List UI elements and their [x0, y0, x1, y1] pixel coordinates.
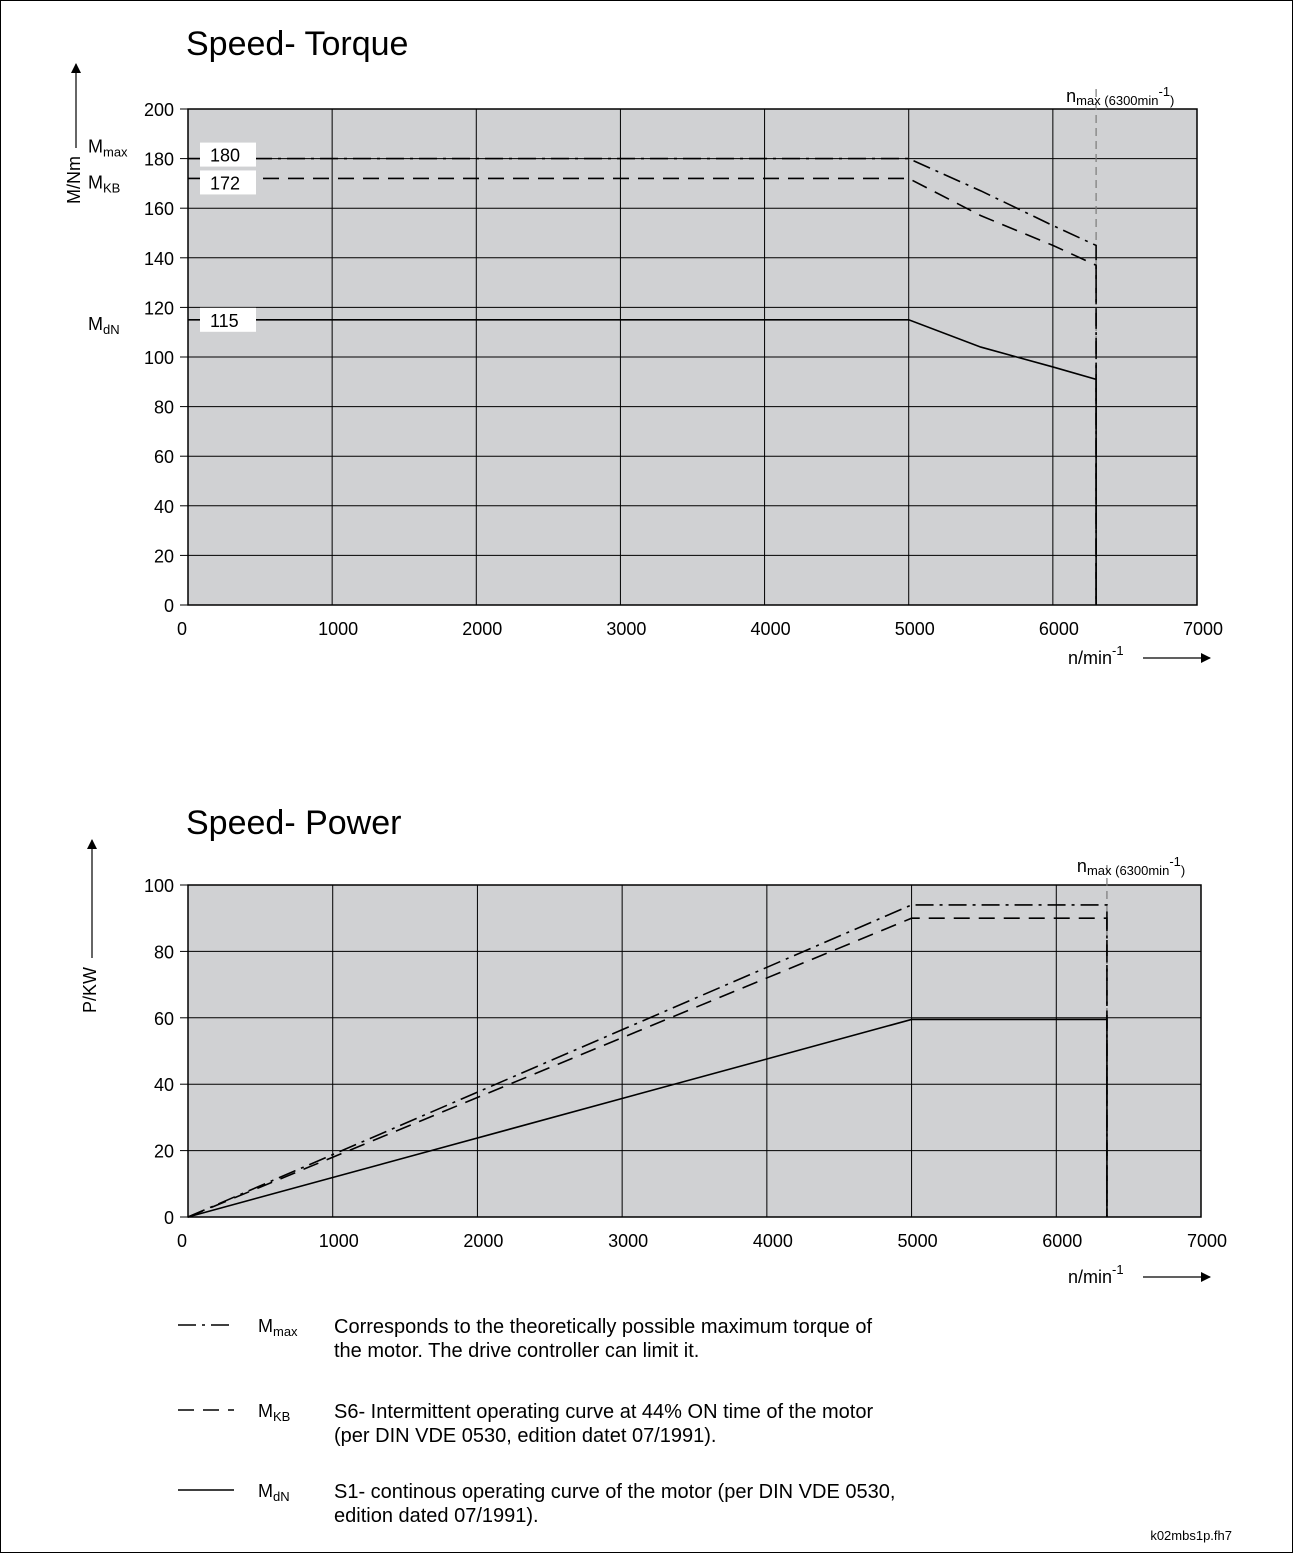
- value-symbol: Mmax: [88, 137, 128, 160]
- value-symbol: MKB: [88, 172, 120, 195]
- x-tick-label: 4000: [753, 1231, 793, 1251]
- value-box-label: 172: [210, 173, 240, 193]
- legend-symbol: MdN: [258, 1481, 290, 1504]
- nmax-sub: max (6300min: [1087, 863, 1169, 878]
- x-tick-label: 6000: [1039, 619, 1079, 639]
- value-symbol-main: M: [88, 137, 103, 157]
- legend-symbol-sub: max: [273, 1324, 298, 1339]
- legend-symbol-sub: dN: [273, 1489, 290, 1504]
- y-tick-label: 160: [144, 199, 174, 219]
- chart-title: Speed- Torque: [186, 25, 408, 63]
- x-tick-label: 0: [177, 1231, 187, 1251]
- x-tick-label: 5000: [895, 619, 935, 639]
- legend-symbol-main: M: [258, 1316, 273, 1336]
- legend-text-line: the motor. The drive controller can limi…: [334, 1340, 699, 1362]
- y-tick-label: 0: [164, 1208, 174, 1228]
- series-line-Mmax: [188, 157, 1097, 605]
- chart-title: Speed- Power: [186, 804, 401, 842]
- y-tick-label: 120: [144, 298, 174, 318]
- legend-text-line: edition dated 07/1991).: [334, 1505, 539, 1527]
- y-tick-label: 140: [144, 249, 174, 269]
- x-axis-label-main: n/min: [1068, 648, 1112, 668]
- nmax-close: ): [1181, 863, 1185, 878]
- y-tick-label: 60: [154, 447, 174, 467]
- value-box: [200, 307, 256, 332]
- x-axis-label-main: n/min: [1068, 1267, 1112, 1287]
- nmax-label: nmax (6300min-1): [1077, 854, 1185, 878]
- nmax-main: n: [1077, 856, 1087, 876]
- value-box-label: 180: [210, 146, 240, 166]
- value-box-label: 115: [210, 311, 239, 331]
- value-symbol-sub: max: [103, 145, 128, 160]
- y-tick-label: 100: [144, 348, 174, 368]
- nmax-sup: -1: [1158, 84, 1170, 99]
- x-tick-label: 1000: [318, 619, 358, 639]
- x-axis-label: n/min-1: [1068, 643, 1124, 668]
- y-axis-label: M/Nm: [64, 156, 84, 204]
- x-axis-label: n/min-1: [1068, 1262, 1124, 1287]
- nmax-sup: -1: [1169, 854, 1181, 869]
- x-tick-label: 0: [177, 619, 187, 639]
- x-tick-label: 5000: [898, 1231, 938, 1251]
- y-axis-label: P/KW: [80, 967, 100, 1013]
- y-tick-label: 200: [144, 100, 174, 120]
- y-tick-label: 80: [154, 398, 174, 418]
- nmax-main: n: [1066, 86, 1076, 106]
- nmax-label: nmax (6300min-1): [1066, 84, 1174, 108]
- legend-symbol: MKB: [258, 1401, 290, 1424]
- legend-text-line: Corresponds to the theoretically possibl…: [334, 1316, 872, 1338]
- nmax-sub: max (6300min: [1076, 93, 1158, 108]
- x-axis-label-sup: -1: [1112, 643, 1124, 658]
- x-tick-label: 7000: [1183, 619, 1223, 639]
- y-tick-label: 0: [164, 596, 174, 616]
- legend-text-line: S6- Intermittent operating curve at 44% …: [334, 1401, 873, 1423]
- legend-symbol-sub: KB: [273, 1409, 290, 1424]
- series-line-MKB: [188, 177, 1097, 605]
- value-box: [200, 142, 256, 167]
- nmax-close: ): [1170, 93, 1174, 108]
- x-tick-label: 6000: [1042, 1231, 1082, 1251]
- x-tick-label: 2000: [462, 619, 502, 639]
- value-box: [200, 170, 256, 195]
- y-tick-label: 80: [154, 942, 174, 962]
- y-tick-label: 180: [144, 150, 174, 170]
- plot-area: [187, 884, 1202, 1218]
- y-tick-label: 40: [154, 1075, 174, 1095]
- x-axis-label-sup: -1: [1112, 1262, 1124, 1277]
- legend-symbol: Mmax: [258, 1316, 298, 1339]
- value-symbol-sub: dN: [103, 322, 120, 337]
- legend-symbol-main: M: [258, 1401, 273, 1421]
- y-tick-label: 20: [154, 546, 174, 566]
- legend-text-line: (per DIN VDE 0530, edition datet 07/1991…: [334, 1425, 716, 1447]
- legend-symbol-main: M: [258, 1481, 273, 1501]
- value-symbol-main: M: [88, 314, 103, 334]
- value-symbol-main: M: [88, 172, 103, 192]
- x-tick-label: 3000: [608, 1231, 648, 1251]
- value-symbol-sub: KB: [103, 180, 120, 195]
- y-tick-label: 60: [154, 1009, 174, 1029]
- y-tick-label: 100: [144, 876, 174, 896]
- y-tick-label: 20: [154, 1142, 174, 1162]
- x-tick-label: 7000: [1187, 1231, 1227, 1251]
- x-tick-label: 2000: [463, 1231, 503, 1251]
- y-tick-label: 40: [154, 497, 174, 517]
- value-symbol: MdN: [88, 314, 120, 337]
- x-tick-label: 4000: [751, 619, 791, 639]
- series-line-MdN: [187, 1018, 1108, 1218]
- x-tick-label: 1000: [319, 1231, 359, 1251]
- x-tick-label: 3000: [606, 619, 646, 639]
- series-line-MdN: [188, 318, 1097, 605]
- legend-text-line: S1- continous operating curve of the mot…: [334, 1481, 895, 1503]
- file-label: k02mbs1p.fh7: [1150, 1528, 1232, 1543]
